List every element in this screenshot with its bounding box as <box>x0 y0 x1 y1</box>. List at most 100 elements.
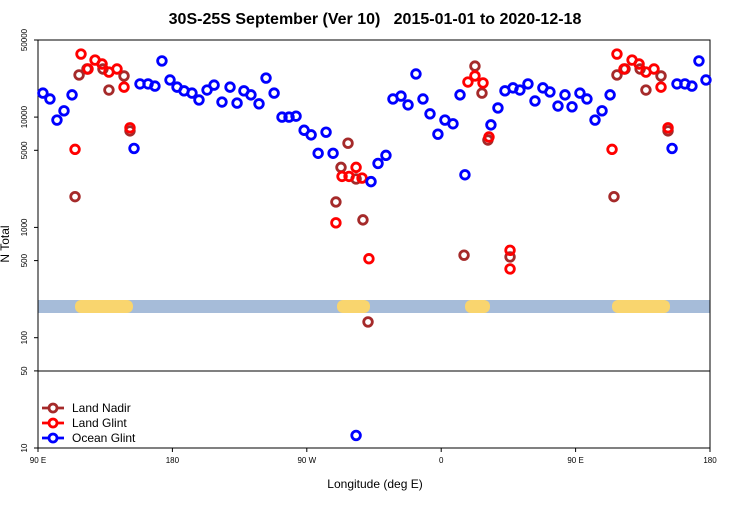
point <box>330 217 342 229</box>
point <box>231 97 243 109</box>
point <box>320 126 332 138</box>
point <box>462 76 474 88</box>
point <box>164 74 176 86</box>
point <box>342 137 354 149</box>
point <box>327 147 339 159</box>
x-tick-label: 180 <box>703 456 717 465</box>
point <box>514 84 526 96</box>
y-axis-label: N Total <box>0 225 12 262</box>
point <box>124 122 136 134</box>
point <box>37 87 49 99</box>
point <box>432 128 444 140</box>
y-tick-label: 500 <box>20 253 29 267</box>
point <box>589 114 601 126</box>
point <box>312 147 324 159</box>
point <box>662 122 674 134</box>
land-mask-band <box>38 300 710 313</box>
point <box>111 63 123 75</box>
point <box>618 63 630 75</box>
point <box>693 55 705 67</box>
point <box>604 89 616 101</box>
land-segment <box>75 300 133 313</box>
land-segment <box>337 300 370 313</box>
point <box>504 263 516 275</box>
point <box>447 118 459 130</box>
point <box>655 70 667 82</box>
x-axis-label: Longitude (deg E) <box>327 477 422 491</box>
point <box>606 143 618 156</box>
point <box>268 87 280 99</box>
point <box>118 81 130 93</box>
x-tick-label: 180 <box>166 456 180 465</box>
point <box>336 170 348 183</box>
point <box>477 77 489 89</box>
point <box>492 102 504 114</box>
point <box>544 86 556 98</box>
legend-marker <box>47 402 59 414</box>
point <box>476 87 488 99</box>
point <box>424 108 436 120</box>
point <box>357 214 369 226</box>
y-tick-label: 100 <box>20 330 29 344</box>
point <box>44 93 56 105</box>
point <box>82 63 94 75</box>
point <box>372 157 384 170</box>
point <box>330 196 342 208</box>
point <box>350 161 362 174</box>
point <box>559 89 571 101</box>
point <box>305 129 317 141</box>
point <box>69 190 81 203</box>
y-tick-label: 5000 <box>20 141 29 159</box>
point <box>458 249 470 261</box>
point <box>245 89 257 101</box>
point <box>504 244 516 256</box>
point <box>686 80 698 92</box>
point <box>350 429 362 442</box>
y-tick-label: 1000 <box>20 218 29 236</box>
land-segment <box>612 300 670 313</box>
legend-marker <box>47 432 59 444</box>
point <box>459 169 471 181</box>
point <box>552 100 564 112</box>
point <box>410 68 422 80</box>
point <box>193 94 205 106</box>
legend-marker <box>47 417 59 429</box>
chart-title: 30S-25S September (Ver 10) 2015-01-01 to… <box>169 11 582 28</box>
point <box>485 119 497 131</box>
point <box>58 105 70 117</box>
x-tick-label: 90 E <box>567 456 583 465</box>
point <box>149 80 161 92</box>
plot-frame <box>37 39 711 449</box>
point <box>343 170 355 183</box>
point <box>608 190 620 203</box>
point <box>633 58 645 70</box>
point <box>611 69 623 81</box>
point <box>75 48 87 60</box>
band <box>38 300 710 313</box>
point <box>469 70 481 82</box>
point <box>216 96 228 108</box>
x-tick-label: 90 E <box>30 456 46 465</box>
point <box>156 55 168 67</box>
point <box>522 78 534 90</box>
point <box>103 84 115 96</box>
y-tick-label: 50000 <box>20 28 29 51</box>
point <box>469 60 481 72</box>
y-tick-label: 10 <box>20 443 29 452</box>
x-tick-label: 90 W <box>297 456 316 465</box>
point <box>118 70 130 82</box>
point <box>365 175 377 188</box>
point <box>504 251 516 263</box>
point <box>611 48 623 60</box>
point <box>186 87 198 99</box>
point <box>566 101 578 113</box>
point <box>128 142 140 155</box>
point <box>276 111 288 123</box>
point <box>700 74 712 86</box>
legend-label: Land Glint <box>72 416 127 430</box>
point <box>363 253 375 265</box>
y-tick-label: 10000 <box>20 105 29 128</box>
point <box>454 89 466 101</box>
